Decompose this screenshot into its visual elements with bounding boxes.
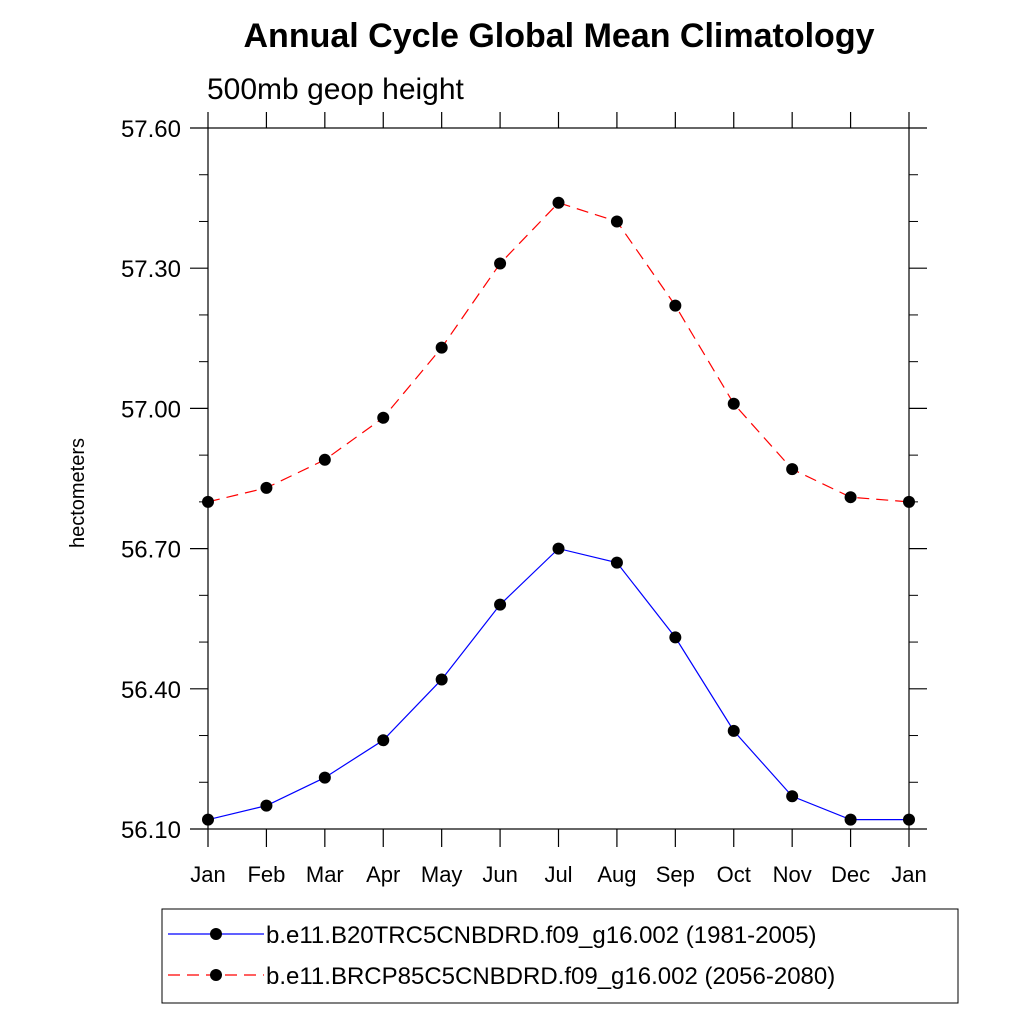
series-2-point [610,215,623,228]
series-2-point [727,397,740,410]
y-tick-label: 56.70 [121,537,181,564]
series-1-point [260,799,273,812]
series-1-point [786,790,799,803]
x-tick-label: Mar [306,862,344,887]
series-layer [202,196,915,826]
series-2-point [318,453,331,466]
y-tick-label: 57.00 [121,396,181,423]
x-tick-label: Nov [773,862,812,887]
x-tick-label: Feb [247,862,285,887]
series-2-point [435,341,448,354]
y-tick-label: 57.30 [121,256,181,283]
y-axis-label: hectometers [67,438,89,548]
series-2-point [669,299,682,312]
x-tick-label: Jul [544,862,572,887]
x-tick-label: Jan [891,862,926,887]
x-tick-label: Aug [597,862,636,887]
series-1-point [318,771,331,784]
x-tick-label: Apr [366,862,400,887]
series-2-point [844,491,857,504]
series-1-point [494,598,507,611]
series-1-point [903,813,915,826]
series-1-point [610,556,623,569]
series-2-point [377,411,390,424]
series-2-point [494,257,507,270]
legend: b.e11.B20TRC5CNBDRD.f09_g16.002 (1981-20… [168,922,835,990]
legend-marker-2 [210,969,222,981]
x-tick-label: May [421,862,463,887]
tick-labels: 56.10 56.40 56.70 57.00 57.30 57.60 Jan Feb Mar A… [121,116,927,887]
y-tick-label: 56.10 [121,817,181,844]
chart-subtitle: 500mb geop height [207,73,465,106]
series-1-point [435,673,448,686]
y-tick-label: 56.40 [121,677,181,704]
series-2-point [260,481,273,494]
series-1-point [844,813,857,826]
chart-title: Annual Cycle Global Mean Climatology [244,17,875,55]
series-2-point [903,495,915,508]
series-1-point [202,813,214,826]
legend-marker-1 [210,928,222,940]
legend-box [161,908,959,1004]
series-line-1 [207,547,909,821]
x-tick-label: Sep [656,862,695,887]
x-tick-label: Oct [717,862,751,887]
axis-ticks [190,112,927,847]
series-2-point [552,196,565,209]
plot-frame [207,127,910,830]
series-1-point [377,734,390,747]
series-2-point [786,463,799,476]
series-1-point [552,542,565,555]
y-tick-label: 57.60 [121,116,181,143]
x-tick-label: Jan [190,862,225,887]
x-tick-label: Jun [482,862,517,887]
legend-label-1: b.e11.B20TRC5CNBDRD.f09_g16.002 (1981-20… [266,922,817,949]
x-tick-label: Dec [831,862,870,887]
series-line-2 [207,202,910,503]
series-1-point [727,724,740,737]
series-1-point [669,631,682,644]
legend-label-2: b.e11.BRCP85C5CNBDRD.f09_g16.002 (2056-2… [266,963,835,990]
series-2-point [202,495,214,508]
